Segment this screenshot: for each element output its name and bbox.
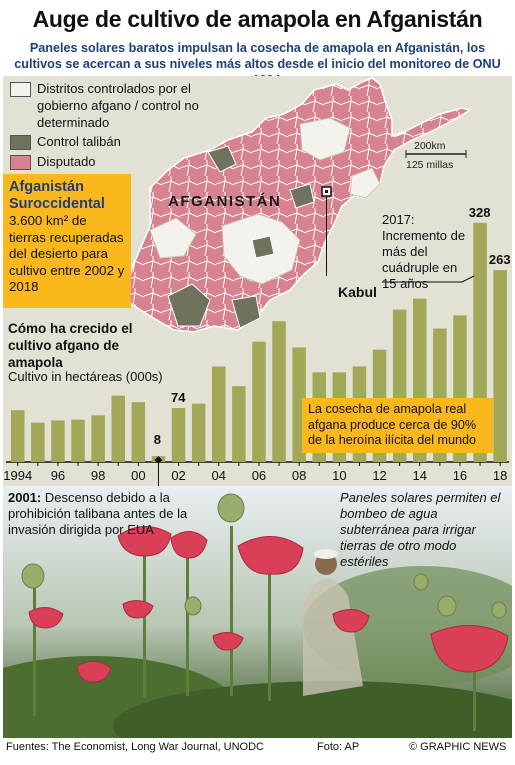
map-taliban-region bbox=[289, 183, 315, 209]
page-subtitle: Paneles solares baratos impulsan la cose… bbox=[14, 41, 501, 87]
legend-taliban: Control talibán bbox=[10, 133, 121, 150]
marker-2001-icon bbox=[154, 456, 163, 464]
bar-1996 bbox=[51, 420, 65, 462]
map-taliban-region bbox=[207, 145, 237, 173]
bar-1997 bbox=[71, 419, 85, 462]
photo-caption: Paneles solares permiten el bombeo de ag… bbox=[340, 490, 501, 569]
bar-1999 bbox=[111, 395, 125, 462]
scale-mi-label: 125 millas bbox=[406, 159, 454, 171]
bar-1994 bbox=[11, 410, 25, 462]
southwest-body: 3.600 km² de tierras recuperadas del des… bbox=[9, 213, 125, 294]
bar-2002 bbox=[171, 408, 186, 462]
data-label-2017: 328 bbox=[468, 204, 491, 220]
legend-label-disputed: Disputado bbox=[37, 154, 96, 169]
annotation-2001-year: 2001: bbox=[8, 490, 42, 505]
bar-2005 bbox=[232, 386, 246, 462]
kabul-label: Kabul bbox=[338, 284, 377, 300]
map-taliban-region bbox=[231, 295, 261, 329]
data-label-2002: 74 bbox=[171, 390, 186, 406]
x-tick-label-12: 12 bbox=[372, 468, 387, 483]
x-tick-label-02: 02 bbox=[171, 468, 186, 483]
legend-disputed: Disputado bbox=[10, 153, 96, 170]
heroin-note-box: La cosecha de amapola real afgana produc… bbox=[302, 398, 493, 453]
map-taliban-region bbox=[251, 235, 275, 259]
bar-2018 bbox=[493, 270, 507, 462]
bar-2004 bbox=[212, 366, 226, 462]
southwest-heading: Afganistán Suroccidental bbox=[9, 179, 105, 212]
annotation-2001-text: Descenso debido a la prohibición taliban… bbox=[8, 490, 188, 537]
bar-2006 bbox=[252, 341, 266, 462]
x-tick-label-96: 96 bbox=[50, 468, 66, 483]
x-tick-label-16: 16 bbox=[452, 468, 468, 483]
legend-label-taliban: Control talibán bbox=[37, 134, 121, 149]
chart-units: Cultivo in hectáreas (000s) bbox=[8, 369, 163, 384]
legend-swatch-taliban bbox=[10, 135, 31, 150]
bar-1998 bbox=[91, 415, 105, 462]
data-label-2018: 263 bbox=[488, 252, 511, 268]
x-tick-label-06: 06 bbox=[251, 468, 267, 483]
footer-credit: © GRAPHIC NEWS bbox=[409, 741, 507, 753]
scale-km-label: 200km bbox=[414, 140, 446, 152]
map-government-region bbox=[299, 117, 351, 161]
annotation-2001: 2001: Descenso debido a la prohibición t… bbox=[8, 490, 193, 538]
footer-sources: Fuentes: The Economist, Long War Journal… bbox=[6, 741, 264, 753]
legend-swatch-disputed bbox=[10, 155, 31, 170]
x-tick-label-08: 08 bbox=[291, 468, 307, 483]
poppy-field-photo bbox=[3, 486, 512, 738]
map-government-region bbox=[149, 217, 197, 259]
legend-government: Distritos controlados por el gobierno af… bbox=[10, 80, 210, 131]
bar-2000 bbox=[131, 402, 146, 462]
data-label-2001: 8 bbox=[153, 432, 161, 448]
x-tick-label-10: 10 bbox=[332, 468, 347, 483]
page-title: Auge de cultivo de amapola en Afganistán bbox=[32, 6, 483, 32]
chart-heading: Cómo ha crecido el cultivo afgano de ama… bbox=[8, 321, 133, 370]
bar-2007 bbox=[272, 321, 286, 462]
x-tick-label-98: 98 bbox=[90, 468, 106, 483]
footer-photo-credit: Foto: AP bbox=[317, 741, 360, 753]
heroin-note-text: La cosecha de amapola real afgana produc… bbox=[308, 402, 477, 447]
map-country-label: AFGANISTÁN bbox=[168, 193, 281, 210]
afghanistan-map: AFGANISTÁN bbox=[124, 77, 472, 333]
x-tick-label-14: 14 bbox=[412, 468, 427, 483]
x-tick-label-1994: 1994 bbox=[3, 468, 33, 483]
southwest-box: Afganistán Suroccidental 3.600 km² de ti… bbox=[3, 174, 131, 308]
legend-label-government: Distritos controlados por el gobierno af… bbox=[37, 81, 199, 130]
map-government-region bbox=[349, 167, 381, 199]
x-tick-label-04: 04 bbox=[211, 468, 226, 483]
annotation-2017-leader bbox=[382, 275, 475, 283]
map-taliban-region bbox=[167, 283, 211, 327]
bar-1995 bbox=[31, 422, 45, 462]
x-tick-label-00: 00 bbox=[131, 468, 146, 483]
bar-2003 bbox=[191, 403, 206, 462]
x-tick-label-18: 18 bbox=[492, 468, 508, 483]
annotation-2017: 2017: Incremento de más del cuádruple en… bbox=[382, 212, 466, 291]
legend-swatch-government bbox=[10, 82, 31, 97]
